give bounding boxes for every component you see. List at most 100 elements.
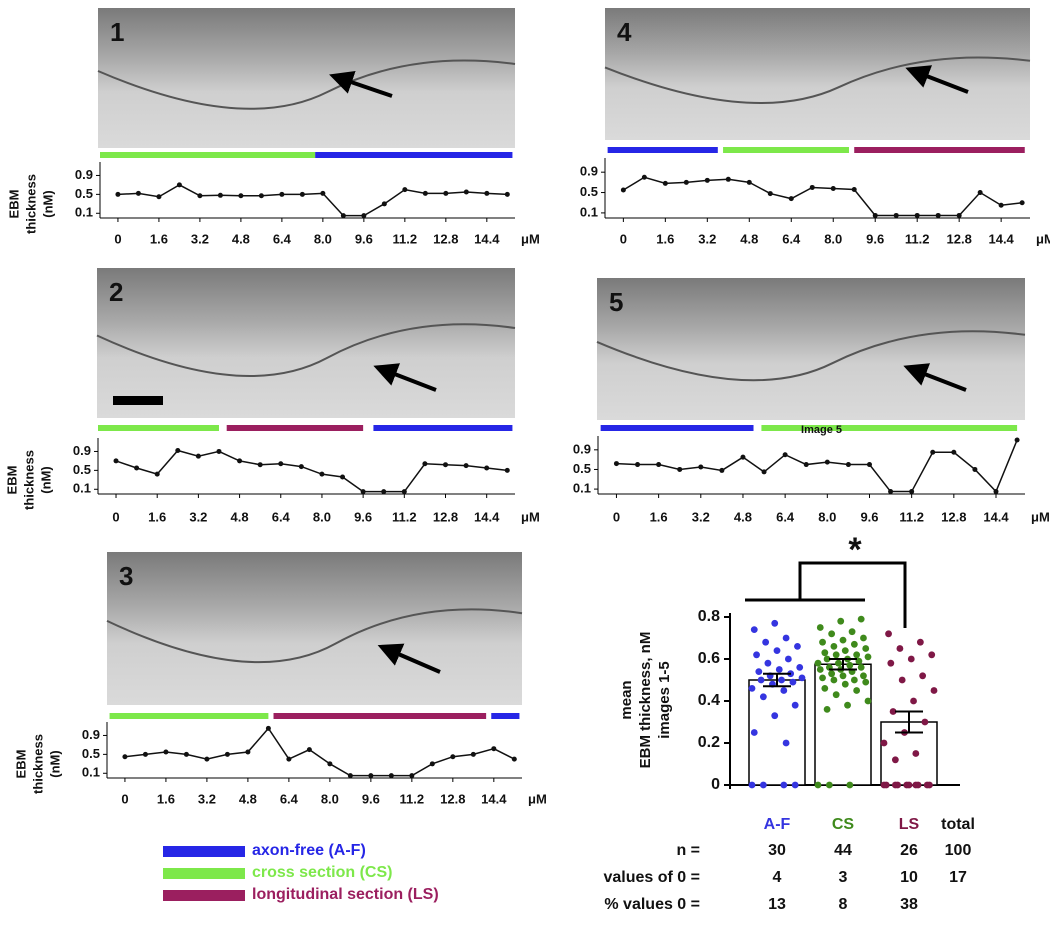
data-point bbox=[880, 739, 888, 747]
data-point bbox=[402, 187, 408, 193]
y-tick-label: 0.1 bbox=[73, 481, 91, 496]
data-point bbox=[279, 191, 285, 197]
error-bar bbox=[763, 672, 791, 688]
data-point bbox=[771, 619, 779, 627]
y-tick-label: 0.5 bbox=[73, 462, 91, 477]
em-image bbox=[605, 8, 1030, 140]
data-point bbox=[823, 655, 831, 663]
x-tick-label: 11.2 bbox=[400, 791, 425, 806]
y-tick-label: 0.1 bbox=[75, 205, 93, 220]
data-point bbox=[504, 191, 510, 197]
table-cell: 8 bbox=[839, 896, 848, 913]
data-point bbox=[830, 676, 838, 684]
data-point bbox=[862, 678, 870, 686]
data-point bbox=[998, 202, 1004, 208]
data-point bbox=[821, 649, 829, 657]
data-point bbox=[993, 489, 999, 495]
data-point bbox=[912, 750, 920, 757]
data-point bbox=[748, 685, 756, 692]
data-point bbox=[135, 190, 141, 196]
data-point bbox=[830, 643, 838, 650]
y-tick-label: 0.5 bbox=[75, 186, 93, 201]
data-point bbox=[921, 718, 929, 726]
y-tick-label: 0.1 bbox=[573, 481, 591, 496]
data-point bbox=[819, 638, 826, 646]
error-bar bbox=[895, 710, 923, 734]
x-tick-label: 4.8 bbox=[231, 509, 249, 524]
x-tick-label: 0 bbox=[620, 231, 627, 246]
y-tick-label: 0.9 bbox=[82, 727, 100, 742]
data-point bbox=[839, 636, 847, 644]
data-point bbox=[368, 773, 374, 779]
data-point bbox=[888, 489, 894, 495]
y-tick-label: 0.1 bbox=[580, 204, 598, 219]
data-point bbox=[340, 213, 346, 219]
data-point bbox=[907, 655, 915, 663]
x-tick-label: 1.6 bbox=[157, 791, 175, 806]
scale-bar bbox=[113, 396, 163, 405]
legend-label: longitudinal section (LS) bbox=[252, 886, 439, 903]
data-point bbox=[677, 466, 683, 472]
x-tick-label: 1.6 bbox=[650, 509, 668, 524]
data-point bbox=[748, 781, 756, 789]
data-point bbox=[782, 739, 790, 747]
data-point bbox=[258, 193, 264, 199]
data-point bbox=[224, 751, 230, 757]
data-point bbox=[887, 659, 895, 667]
data-point bbox=[641, 174, 647, 180]
data-point bbox=[898, 676, 906, 684]
x-tick-label: 0 bbox=[613, 509, 620, 524]
data-point bbox=[930, 449, 936, 455]
data-point bbox=[759, 781, 767, 789]
data-point bbox=[860, 672, 867, 680]
data-point bbox=[782, 634, 790, 642]
data-point bbox=[122, 754, 128, 760]
data-point bbox=[893, 212, 899, 218]
data-point bbox=[851, 186, 857, 192]
data-point bbox=[265, 725, 271, 731]
data-point bbox=[816, 666, 824, 673]
data-point bbox=[635, 462, 641, 468]
thickness-line bbox=[117, 184, 508, 217]
data-point bbox=[864, 653, 872, 661]
data-point bbox=[511, 756, 517, 762]
table-cell: 26 bbox=[900, 842, 918, 859]
data-point bbox=[891, 756, 899, 764]
data-point bbox=[788, 196, 794, 202]
data-point bbox=[845, 462, 851, 468]
thickness-line bbox=[616, 439, 1018, 493]
x-tick-label: 14.4 bbox=[988, 231, 1014, 246]
y-axis-label: thickness bbox=[30, 734, 45, 794]
data-point bbox=[245, 749, 251, 755]
error-bar bbox=[829, 658, 857, 671]
data-point bbox=[183, 751, 189, 757]
data-point bbox=[830, 185, 836, 191]
data-point bbox=[443, 462, 448, 468]
segment-bar bbox=[98, 425, 219, 431]
table-cell: 4 bbox=[773, 869, 782, 886]
x-unit: μM bbox=[528, 791, 547, 806]
data-point bbox=[794, 643, 801, 650]
data-point bbox=[814, 781, 822, 789]
x-unit: μM bbox=[1036, 231, 1050, 246]
data-point bbox=[819, 674, 826, 682]
data-point bbox=[216, 448, 222, 454]
segment-bar bbox=[491, 713, 520, 719]
data-point bbox=[930, 687, 938, 694]
y-tick-label: 0.9 bbox=[573, 441, 591, 456]
y-axis-label: (nM) bbox=[40, 190, 55, 217]
y-tick-label: 0.9 bbox=[73, 443, 91, 458]
data-point bbox=[824, 459, 830, 465]
table-cell: 17 bbox=[949, 869, 967, 886]
data-point bbox=[853, 651, 861, 659]
data-point bbox=[725, 176, 731, 182]
data-point bbox=[683, 179, 689, 185]
data-point bbox=[1019, 200, 1025, 206]
y-tick-label: 0 bbox=[711, 776, 720, 793]
data-point bbox=[916, 638, 924, 646]
table-header: total bbox=[941, 816, 975, 833]
bar bbox=[748, 679, 806, 786]
data-point bbox=[977, 190, 983, 196]
data-point bbox=[470, 751, 476, 757]
data-point bbox=[491, 746, 497, 752]
